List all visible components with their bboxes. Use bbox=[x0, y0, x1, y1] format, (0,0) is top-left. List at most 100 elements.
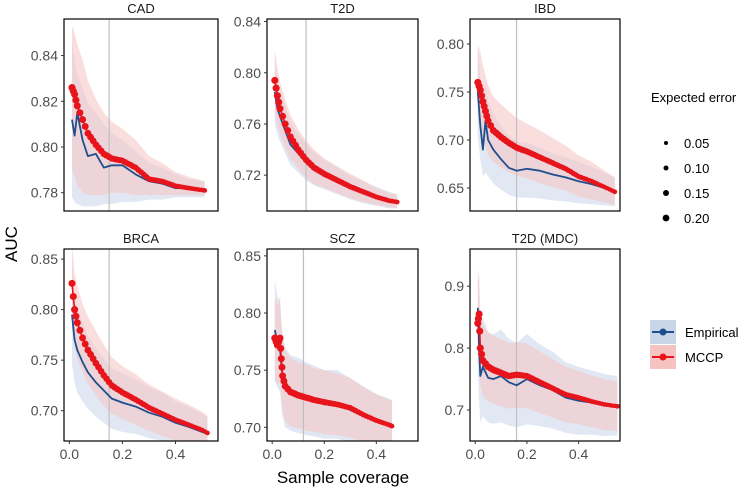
panel-ibd: IBD 0.65 0.70 0.75 0.80 bbox=[437, 1, 621, 212]
y-tick-label: 0.7 bbox=[445, 402, 465, 418]
x-axis-label: Sample coverage bbox=[277, 468, 409, 487]
mccp-point bbox=[72, 96, 80, 104]
y-tick-label: 0.70 bbox=[234, 419, 261, 435]
mccp-point bbox=[612, 189, 618, 195]
mccp-point bbox=[81, 340, 89, 348]
x-tick-label: 0.4 bbox=[166, 446, 186, 462]
mccp-point bbox=[389, 423, 395, 429]
mccp-point bbox=[281, 120, 289, 128]
mccp-point bbox=[475, 310, 483, 318]
empirical-legend-label: Empirical bbox=[685, 325, 739, 340]
y-tick-label: 0.80 bbox=[31, 302, 58, 318]
panel-plot-area bbox=[271, 249, 395, 441]
y-tick-label: 0.75 bbox=[437, 84, 464, 100]
mccp-point bbox=[275, 98, 283, 106]
y-tick-label: 0.85 bbox=[234, 248, 261, 264]
panel-frame bbox=[266, 248, 419, 442]
mccp-point bbox=[478, 350, 486, 358]
y-tick-label: 0.80 bbox=[234, 65, 261, 81]
mccp-point bbox=[68, 279, 76, 287]
mccp-point bbox=[277, 344, 285, 352]
mccp-point bbox=[394, 199, 400, 205]
mccp-point bbox=[278, 363, 286, 371]
mccp-confidence-band bbox=[477, 270, 618, 432]
mccp-point bbox=[284, 126, 292, 134]
size-legend-dot bbox=[664, 141, 668, 145]
mccp-point bbox=[73, 102, 81, 110]
mccp-point bbox=[71, 90, 79, 98]
panel-frame bbox=[469, 248, 621, 442]
mccp-legend-label: MCCP bbox=[685, 350, 723, 365]
mccp-point bbox=[79, 334, 87, 342]
mccp-point bbox=[279, 112, 287, 120]
panel-frame bbox=[266, 18, 419, 212]
size-legend: Expected error 0.05 0.10 0.15 0.20 bbox=[651, 90, 737, 226]
color-legend: Empirical MCCP bbox=[650, 320, 739, 369]
mccp-point bbox=[69, 292, 77, 301]
y-tick-label: 0.80 bbox=[437, 36, 464, 52]
panel-plot-area bbox=[474, 19, 618, 211]
mccp-point bbox=[277, 355, 285, 363]
panel-frame bbox=[469, 18, 621, 212]
mccp-point bbox=[79, 116, 87, 124]
mccp-confidence-band bbox=[72, 249, 208, 441]
mccp-point bbox=[271, 76, 279, 84]
size-legend-dot bbox=[662, 214, 670, 222]
mccp-point bbox=[272, 84, 280, 92]
y-tick-label: 0.82 bbox=[31, 93, 58, 109]
y-tick-label: 0.8 bbox=[445, 340, 465, 356]
y-tick-label: 0.9 bbox=[445, 278, 465, 294]
y-tick-label: 0.85 bbox=[31, 251, 58, 267]
y-tick-label: 0.72 bbox=[234, 167, 261, 183]
empirical-line bbox=[476, 91, 616, 192]
panel-scz: SCZ 0.70 0.75 0.80 0.85 0.0 0.2 0.4 bbox=[234, 231, 419, 462]
panel-plot-area bbox=[68, 19, 208, 211]
y-tick-label: 0.78 bbox=[31, 185, 58, 201]
x-tick-label: 0.2 bbox=[315, 446, 335, 462]
panel-plot-area bbox=[68, 249, 210, 441]
mccp-point bbox=[73, 319, 81, 327]
y-tick-label: 0.75 bbox=[31, 352, 58, 368]
panel-title: T2D bbox=[330, 1, 355, 16]
y-tick-label: 0.84 bbox=[234, 14, 261, 30]
x-tick-label: 0.0 bbox=[262, 446, 282, 462]
size-legend-label: 0.10 bbox=[684, 161, 709, 176]
panel-frame bbox=[63, 248, 219, 442]
panel-t2d-mdc: T2D (MDC) 0.7 0.8 0.9 0.0 0.2 0.4 bbox=[445, 231, 621, 462]
x-tick-label: 0.4 bbox=[569, 446, 589, 462]
panel-title: SCZ bbox=[330, 231, 356, 246]
mccp-point bbox=[476, 86, 484, 94]
mccp-point bbox=[76, 326, 84, 334]
size-legend-dot bbox=[663, 165, 669, 171]
y-tick-label: 0.80 bbox=[234, 305, 261, 321]
mccp-point bbox=[72, 312, 80, 320]
y-tick-label: 0.70 bbox=[437, 132, 464, 148]
mccp-confidence-band bbox=[477, 44, 615, 206]
x-tick-label: 0.0 bbox=[60, 446, 80, 462]
size-legend-label: 0.15 bbox=[684, 186, 709, 201]
x-tick-label: 0.2 bbox=[517, 446, 537, 462]
size-legend-title: Expected error bbox=[651, 90, 737, 105]
mccp-point bbox=[71, 306, 79, 314]
panel-t2d: T2D 0.72 0.76 0.80 0.84 bbox=[234, 1, 419, 212]
y-tick-label: 0.65 bbox=[437, 180, 464, 196]
mccp-point bbox=[276, 105, 284, 113]
mccp-confidence-band bbox=[274, 49, 398, 209]
panel-cad: CAD 0.78 0.80 0.82 0.84 bbox=[31, 1, 219, 212]
panel-title: CAD bbox=[127, 1, 154, 16]
x-tick-label: 0.0 bbox=[465, 446, 485, 462]
mccp-point bbox=[81, 122, 89, 130]
mccp-point bbox=[76, 109, 84, 117]
mccp-legend-dot bbox=[659, 353, 667, 361]
y-tick-label: 0.70 bbox=[31, 403, 58, 419]
mccp-point bbox=[276, 334, 284, 342]
size-legend-dot bbox=[663, 190, 669, 196]
size-legend-label: 0.05 bbox=[684, 136, 709, 151]
mccp-point bbox=[476, 327, 484, 335]
mccp-point bbox=[476, 344, 484, 352]
panel-brca: BRCA 0.70 0.75 0.80 0.85 0.0 0.2 0.4 bbox=[31, 231, 219, 462]
mccp-point bbox=[205, 430, 210, 436]
mccp-point bbox=[478, 92, 486, 100]
y-tick-label: 0.75 bbox=[234, 362, 261, 378]
mccp-point bbox=[273, 92, 281, 100]
